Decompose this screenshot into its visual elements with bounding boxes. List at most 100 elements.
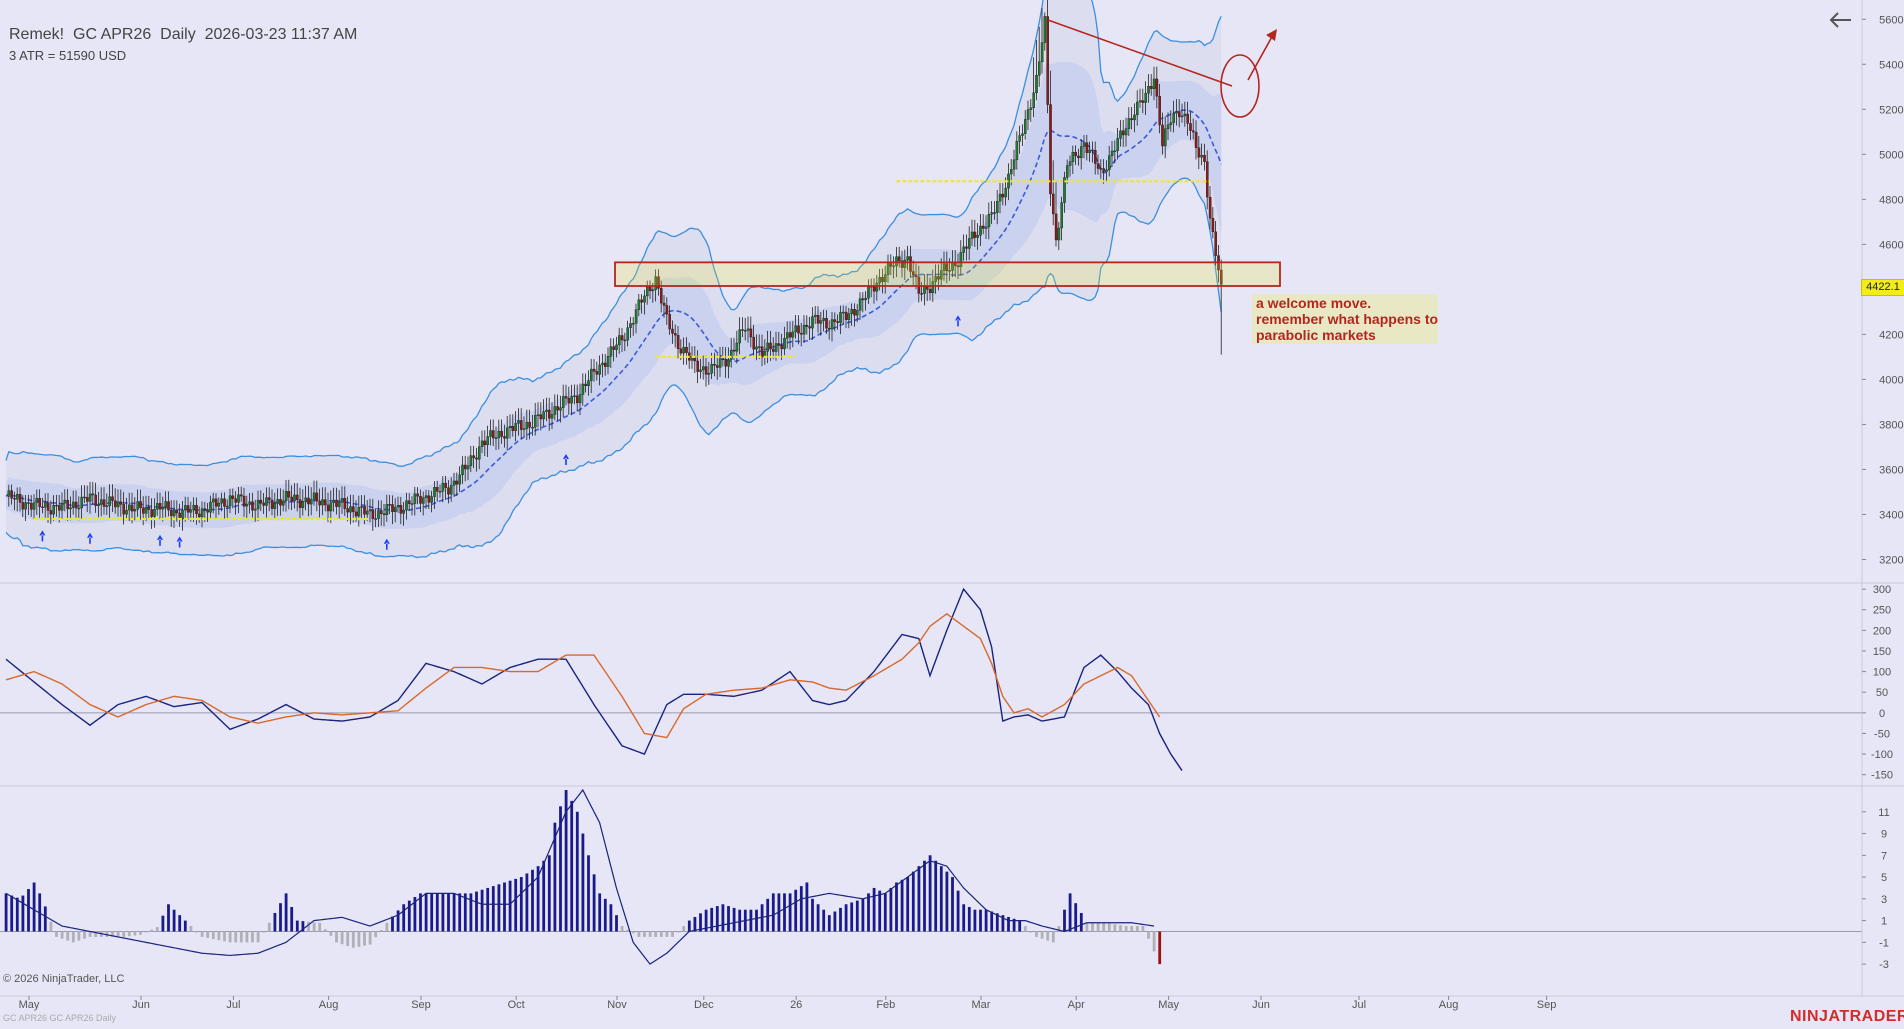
candle-body (97, 504, 100, 506)
candle-body (500, 430, 504, 437)
candle-body (74, 501, 78, 509)
candle-body (1105, 169, 1108, 172)
histogram-bar (385, 922, 389, 932)
candle-body (108, 496, 111, 507)
histogram-bar (861, 898, 865, 932)
candle-body (312, 492, 316, 500)
candle-body (559, 407, 562, 411)
candle-body (898, 256, 901, 262)
candle-body (371, 509, 375, 520)
histogram-bar (301, 921, 305, 932)
histogram-bar (883, 893, 887, 932)
candle-body (49, 510, 53, 515)
histogram-bar (4, 893, 8, 932)
candle-body (660, 288, 663, 304)
candle-body (609, 346, 613, 357)
candle-body (668, 313, 671, 330)
histogram-bar (183, 920, 187, 932)
candle-body (394, 506, 397, 512)
histogram-bar (21, 895, 25, 932)
candle-body (276, 499, 280, 504)
candle-body (741, 329, 744, 331)
histogram-bar (805, 882, 809, 932)
candle-body (766, 342, 769, 352)
candle-body (788, 332, 792, 338)
candle-body (755, 346, 758, 350)
histogram-bar (1091, 922, 1094, 932)
price-tick-label: 5400.0 (1879, 59, 1904, 71)
candle-body (606, 356, 610, 367)
histogram-bar (620, 926, 624, 932)
candle-body (861, 298, 865, 301)
candle-body (332, 499, 336, 504)
candle-body (539, 414, 543, 420)
candle-body (321, 499, 324, 506)
candle-body (105, 505, 109, 508)
candle-body (632, 323, 635, 325)
candle-body (945, 263, 949, 272)
candle-body (329, 502, 333, 512)
candle-body (164, 501, 168, 508)
candle-body (1099, 168, 1103, 170)
histogram-bar (234, 931, 238, 943)
candle-body (648, 286, 652, 292)
candle-body (1001, 193, 1005, 198)
osc-tick-label: 0 (1879, 708, 1885, 720)
arrow-left-icon[interactable] (1826, 8, 1856, 32)
histogram-bar (491, 886, 495, 932)
histogram-bar (822, 909, 826, 932)
up-arrow-icon (157, 534, 163, 546)
histogram-bar (878, 890, 882, 932)
time-tick-label: Sep (1537, 999, 1557, 1011)
candle-body (1040, 42, 1044, 62)
histogram-bar (469, 893, 473, 932)
histogram-bar (1063, 909, 1066, 932)
candle-body (1091, 149, 1094, 152)
candle-body (937, 276, 940, 280)
candle-body (744, 330, 747, 332)
candle-body (808, 326, 811, 329)
candle-body (825, 318, 828, 329)
histogram-bar (1102, 922, 1106, 932)
candle-body (853, 308, 856, 316)
histogram-bar (1007, 916, 1010, 932)
time-axis: May Jun Jul Aug Sep Oct Nov Dec 26 Feb Mar Apr May Ju… (19, 996, 1557, 1011)
up-arrow-icon (383, 538, 390, 550)
histogram-bar (379, 930, 383, 932)
candle-body (366, 510, 369, 515)
candle-body (612, 346, 615, 350)
histogram-bar (413, 897, 417, 932)
candle-body (55, 504, 58, 507)
candle-body (133, 509, 137, 512)
candle-body (884, 274, 887, 282)
upper-band-line (5, 0, 1222, 467)
candle-body (903, 259, 907, 268)
histogram-bar (1107, 923, 1111, 932)
histogram-bar (83, 931, 86, 939)
candle-body (433, 487, 436, 497)
candle-body (147, 507, 151, 510)
histogram-bar (850, 902, 854, 932)
histogram-bar (323, 929, 327, 932)
candle-body (993, 212, 996, 214)
candle-body (324, 499, 327, 506)
candle-body (273, 503, 277, 509)
candle-body (248, 501, 252, 505)
chart-title: Remek! GC APR26 Daily 2026-03-23 11:37 A… (9, 26, 358, 43)
histogram-bar (1119, 925, 1122, 932)
histogram-bar (710, 907, 714, 932)
histogram-bar (833, 911, 837, 932)
histogram-bar (133, 931, 137, 936)
histogram-bar (27, 889, 30, 932)
candle-body (514, 423, 517, 431)
candle-body (346, 508, 350, 513)
candle-body (881, 277, 884, 282)
candle-body (296, 494, 299, 500)
candle-body (234, 498, 238, 503)
candle-body (875, 282, 879, 292)
histogram-bar (547, 855, 551, 932)
candle-body (1149, 85, 1153, 89)
time-tick-label: Aug (319, 999, 339, 1011)
candle-body (797, 325, 800, 334)
